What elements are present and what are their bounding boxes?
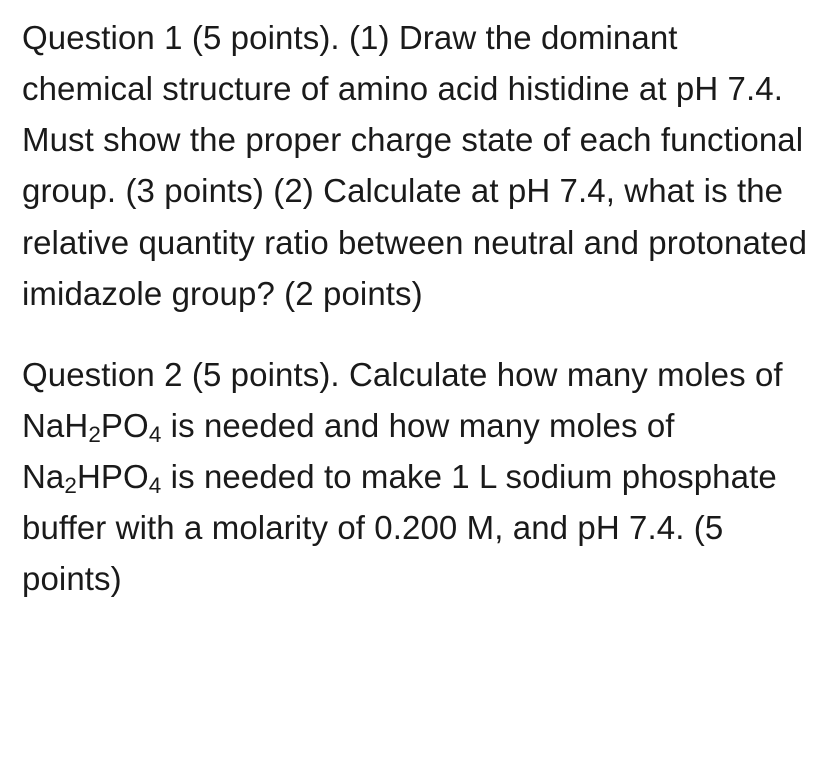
q2-sub4: 4 [149,473,162,498]
question-1-text: Question 1 (5 points). (1) Draw the domi… [22,19,807,312]
q2-sub3: 2 [64,473,77,498]
question-2-paragraph: Question 2 (5 points). Calculate how man… [22,349,808,605]
page: Question 1 (5 points). (1) Draw the domi… [0,0,828,776]
q2-sub1: 2 [88,422,101,447]
q2-mid1: PO [101,407,149,444]
q2-mid3: HPO [77,458,149,495]
question-1-paragraph: Question 1 (5 points). (1) Draw the domi… [22,12,808,319]
q2-sub2: 4 [149,422,162,447]
